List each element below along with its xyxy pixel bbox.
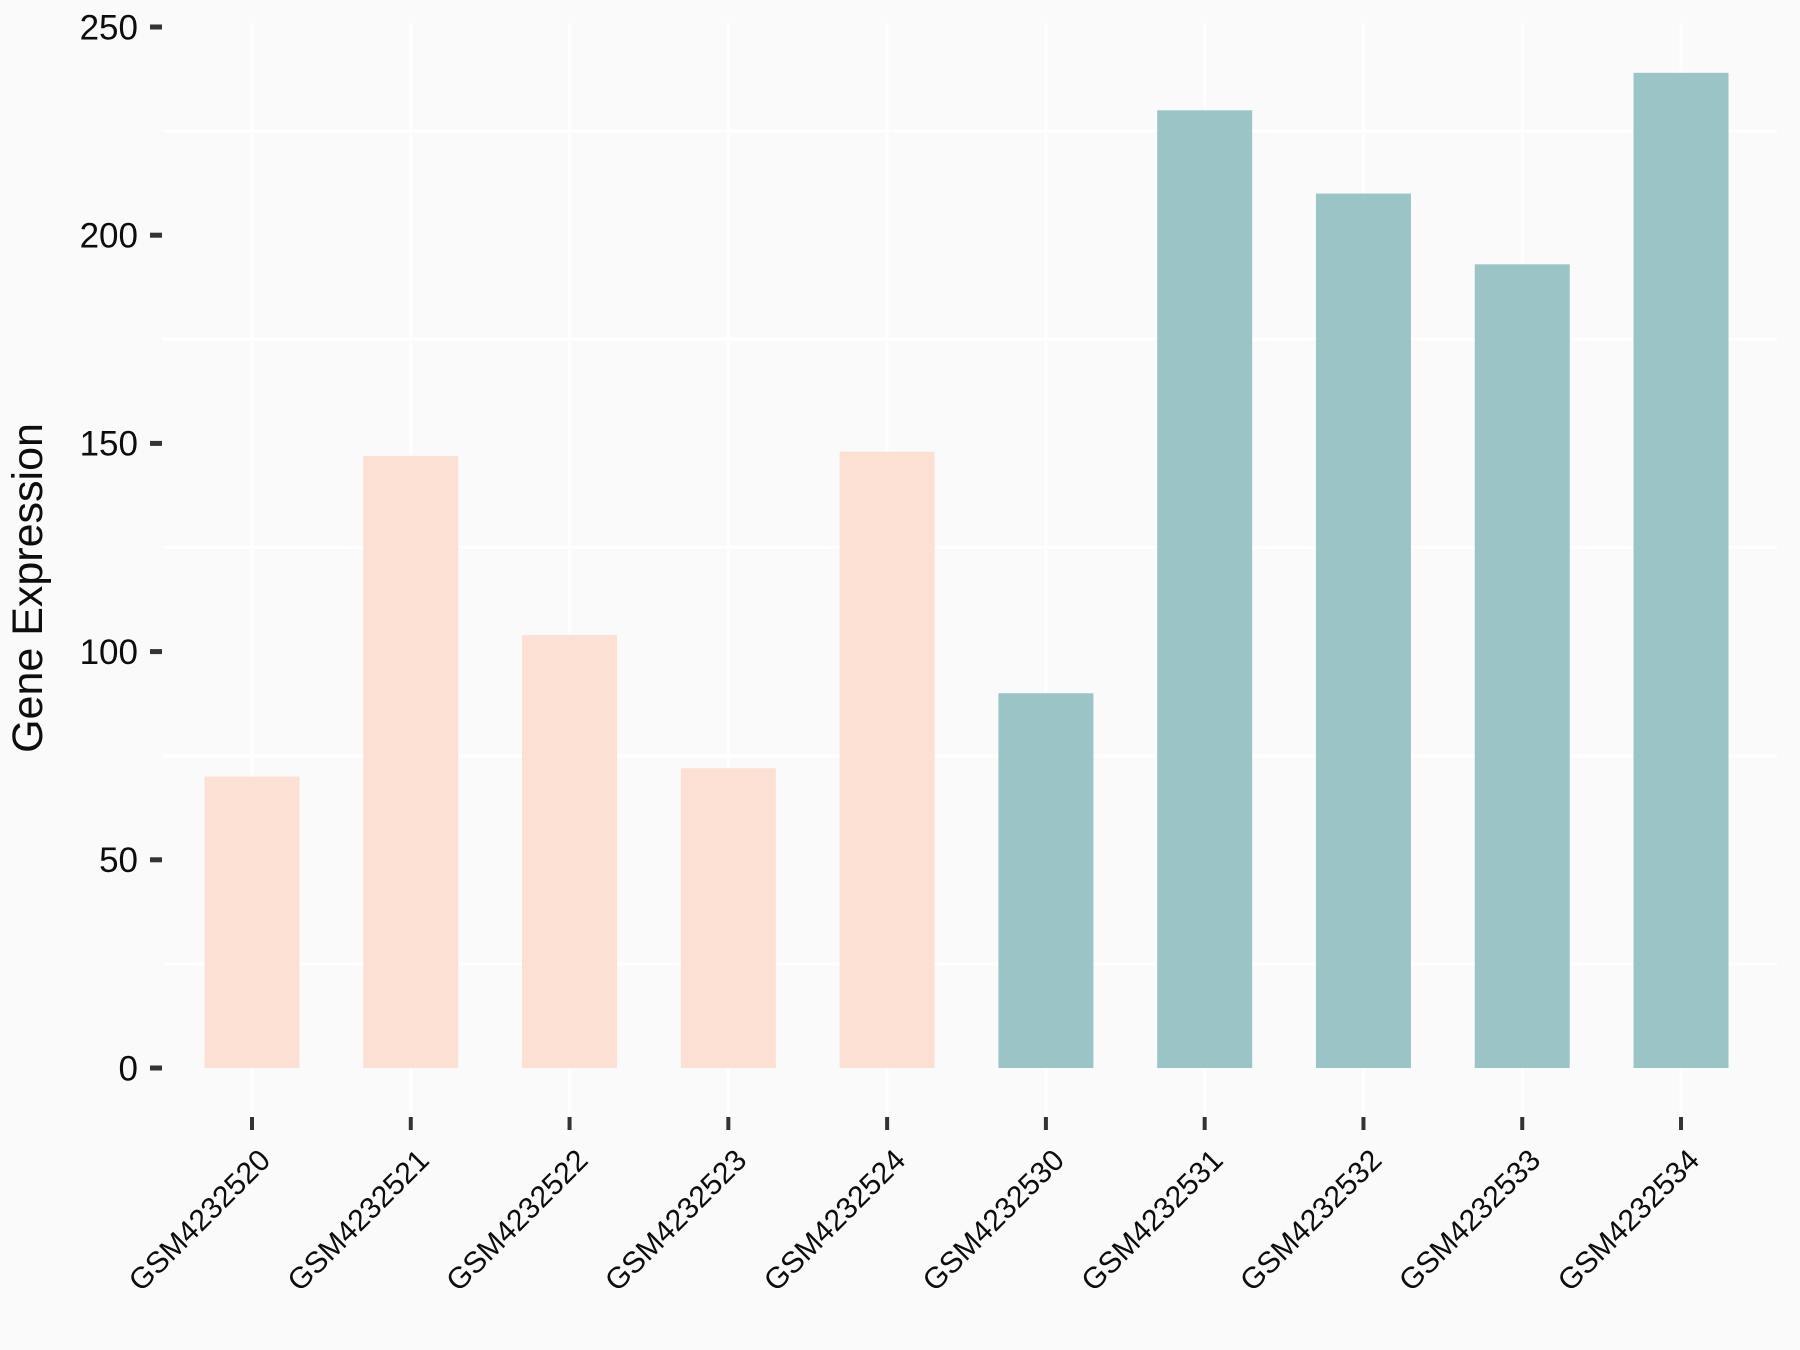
bar-GSM4232521 <box>363 455 459 1069</box>
bar-GSM4232523 <box>680 768 776 1068</box>
bar-GSM4232530 <box>998 693 1094 1068</box>
y-axis-tick-label: 0 <box>119 1049 138 1088</box>
bar-GSM4232533 <box>1474 264 1570 1068</box>
bar-GSM4232532 <box>1315 193 1411 1068</box>
y-axis-tick-label: 150 <box>80 425 138 464</box>
bar-GSM4232531 <box>1157 110 1253 1068</box>
y-axis-tick-label: 50 <box>99 841 138 880</box>
bar-GSM4232524 <box>839 451 935 1068</box>
y-axis-tick-label: 100 <box>80 633 138 672</box>
y-axis-tick-label: 250 <box>80 8 138 47</box>
y-axis-title: Gene Expression <box>4 423 52 753</box>
bar-GSM4232520 <box>204 776 300 1068</box>
bar-GSM4232534 <box>1633 72 1729 1068</box>
bar-GSM4232522 <box>522 634 618 1068</box>
bars-layer <box>204 72 1729 1069</box>
y-axis-tick-label: 200 <box>80 216 138 255</box>
